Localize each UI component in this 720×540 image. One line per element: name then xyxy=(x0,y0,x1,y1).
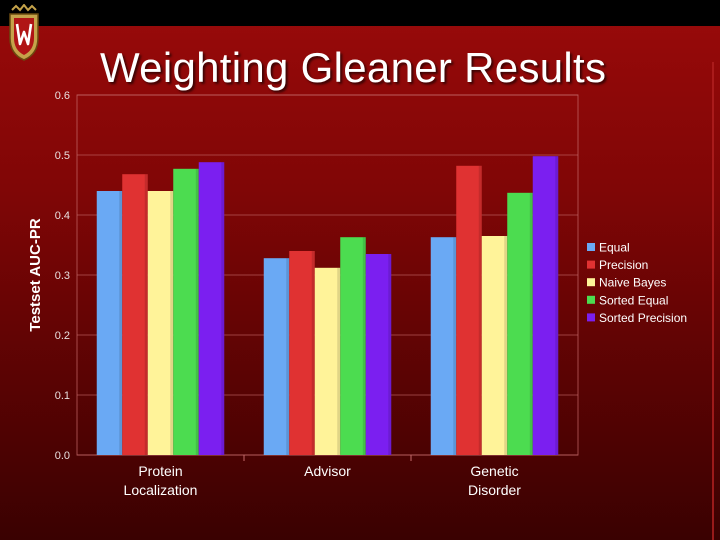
bar xyxy=(198,162,225,455)
bar xyxy=(481,236,508,455)
bar-shade xyxy=(453,237,457,455)
bar-shade xyxy=(362,237,366,455)
category-label: Localization xyxy=(124,482,198,498)
y-tick-label: 0.5 xyxy=(55,150,70,162)
bar xyxy=(147,191,174,455)
bar-shade xyxy=(286,258,290,455)
bar xyxy=(430,237,457,455)
bar xyxy=(456,165,482,456)
category-label: Disorder xyxy=(468,482,521,498)
bar-shade xyxy=(195,168,199,456)
y-axis-label: Testset AUC-PR xyxy=(27,218,44,332)
bar-shade xyxy=(337,267,341,455)
university-crest-logo xyxy=(9,4,39,61)
legend-label: Sorted Equal xyxy=(599,293,668,307)
bar-shade xyxy=(119,191,123,455)
y-tick-label: 0.1 xyxy=(55,390,70,402)
y-tick-label: 0.2 xyxy=(55,330,70,342)
y-tick-label: 0.4 xyxy=(55,210,70,222)
category-label: Advisor xyxy=(304,463,351,479)
y-tick-label: 0.3 xyxy=(55,270,70,282)
legend-swatch xyxy=(587,313,595,322)
legend-swatch xyxy=(587,243,595,251)
bar-shade xyxy=(504,236,508,455)
bar xyxy=(507,192,533,456)
bar xyxy=(173,168,199,456)
legend-label: Equal xyxy=(599,241,630,255)
bar xyxy=(96,191,123,455)
bar xyxy=(289,251,315,455)
bar-shade xyxy=(144,174,148,455)
category-label: Genetic xyxy=(470,463,518,479)
bar-shade xyxy=(555,156,559,455)
y-tick-label: 0.6 xyxy=(55,90,70,102)
bar xyxy=(532,156,559,455)
top-bar xyxy=(0,0,720,26)
bar xyxy=(122,174,148,455)
y-tick-label: 0.0 xyxy=(55,450,70,462)
bar-shade xyxy=(388,254,392,455)
legend-label: Naive Bayes xyxy=(599,276,666,290)
legend-swatch xyxy=(587,260,595,269)
legend-label: Sorted Precision xyxy=(599,311,687,325)
bar xyxy=(340,237,366,455)
legend-label: Precision xyxy=(599,258,648,272)
legend-swatch xyxy=(587,278,595,287)
category-label: Protein xyxy=(138,463,182,479)
bar xyxy=(314,267,341,455)
bar xyxy=(263,258,290,455)
bar-shade xyxy=(311,251,315,455)
bar-shade xyxy=(478,165,482,456)
bar-shade xyxy=(529,192,533,456)
bar xyxy=(365,254,392,455)
slide-title: Weighting Gleaner Results xyxy=(100,44,607,91)
bar-shade xyxy=(221,162,225,455)
bar-shade xyxy=(170,191,174,455)
legend-swatch xyxy=(587,295,595,304)
right-border-line xyxy=(712,62,714,540)
